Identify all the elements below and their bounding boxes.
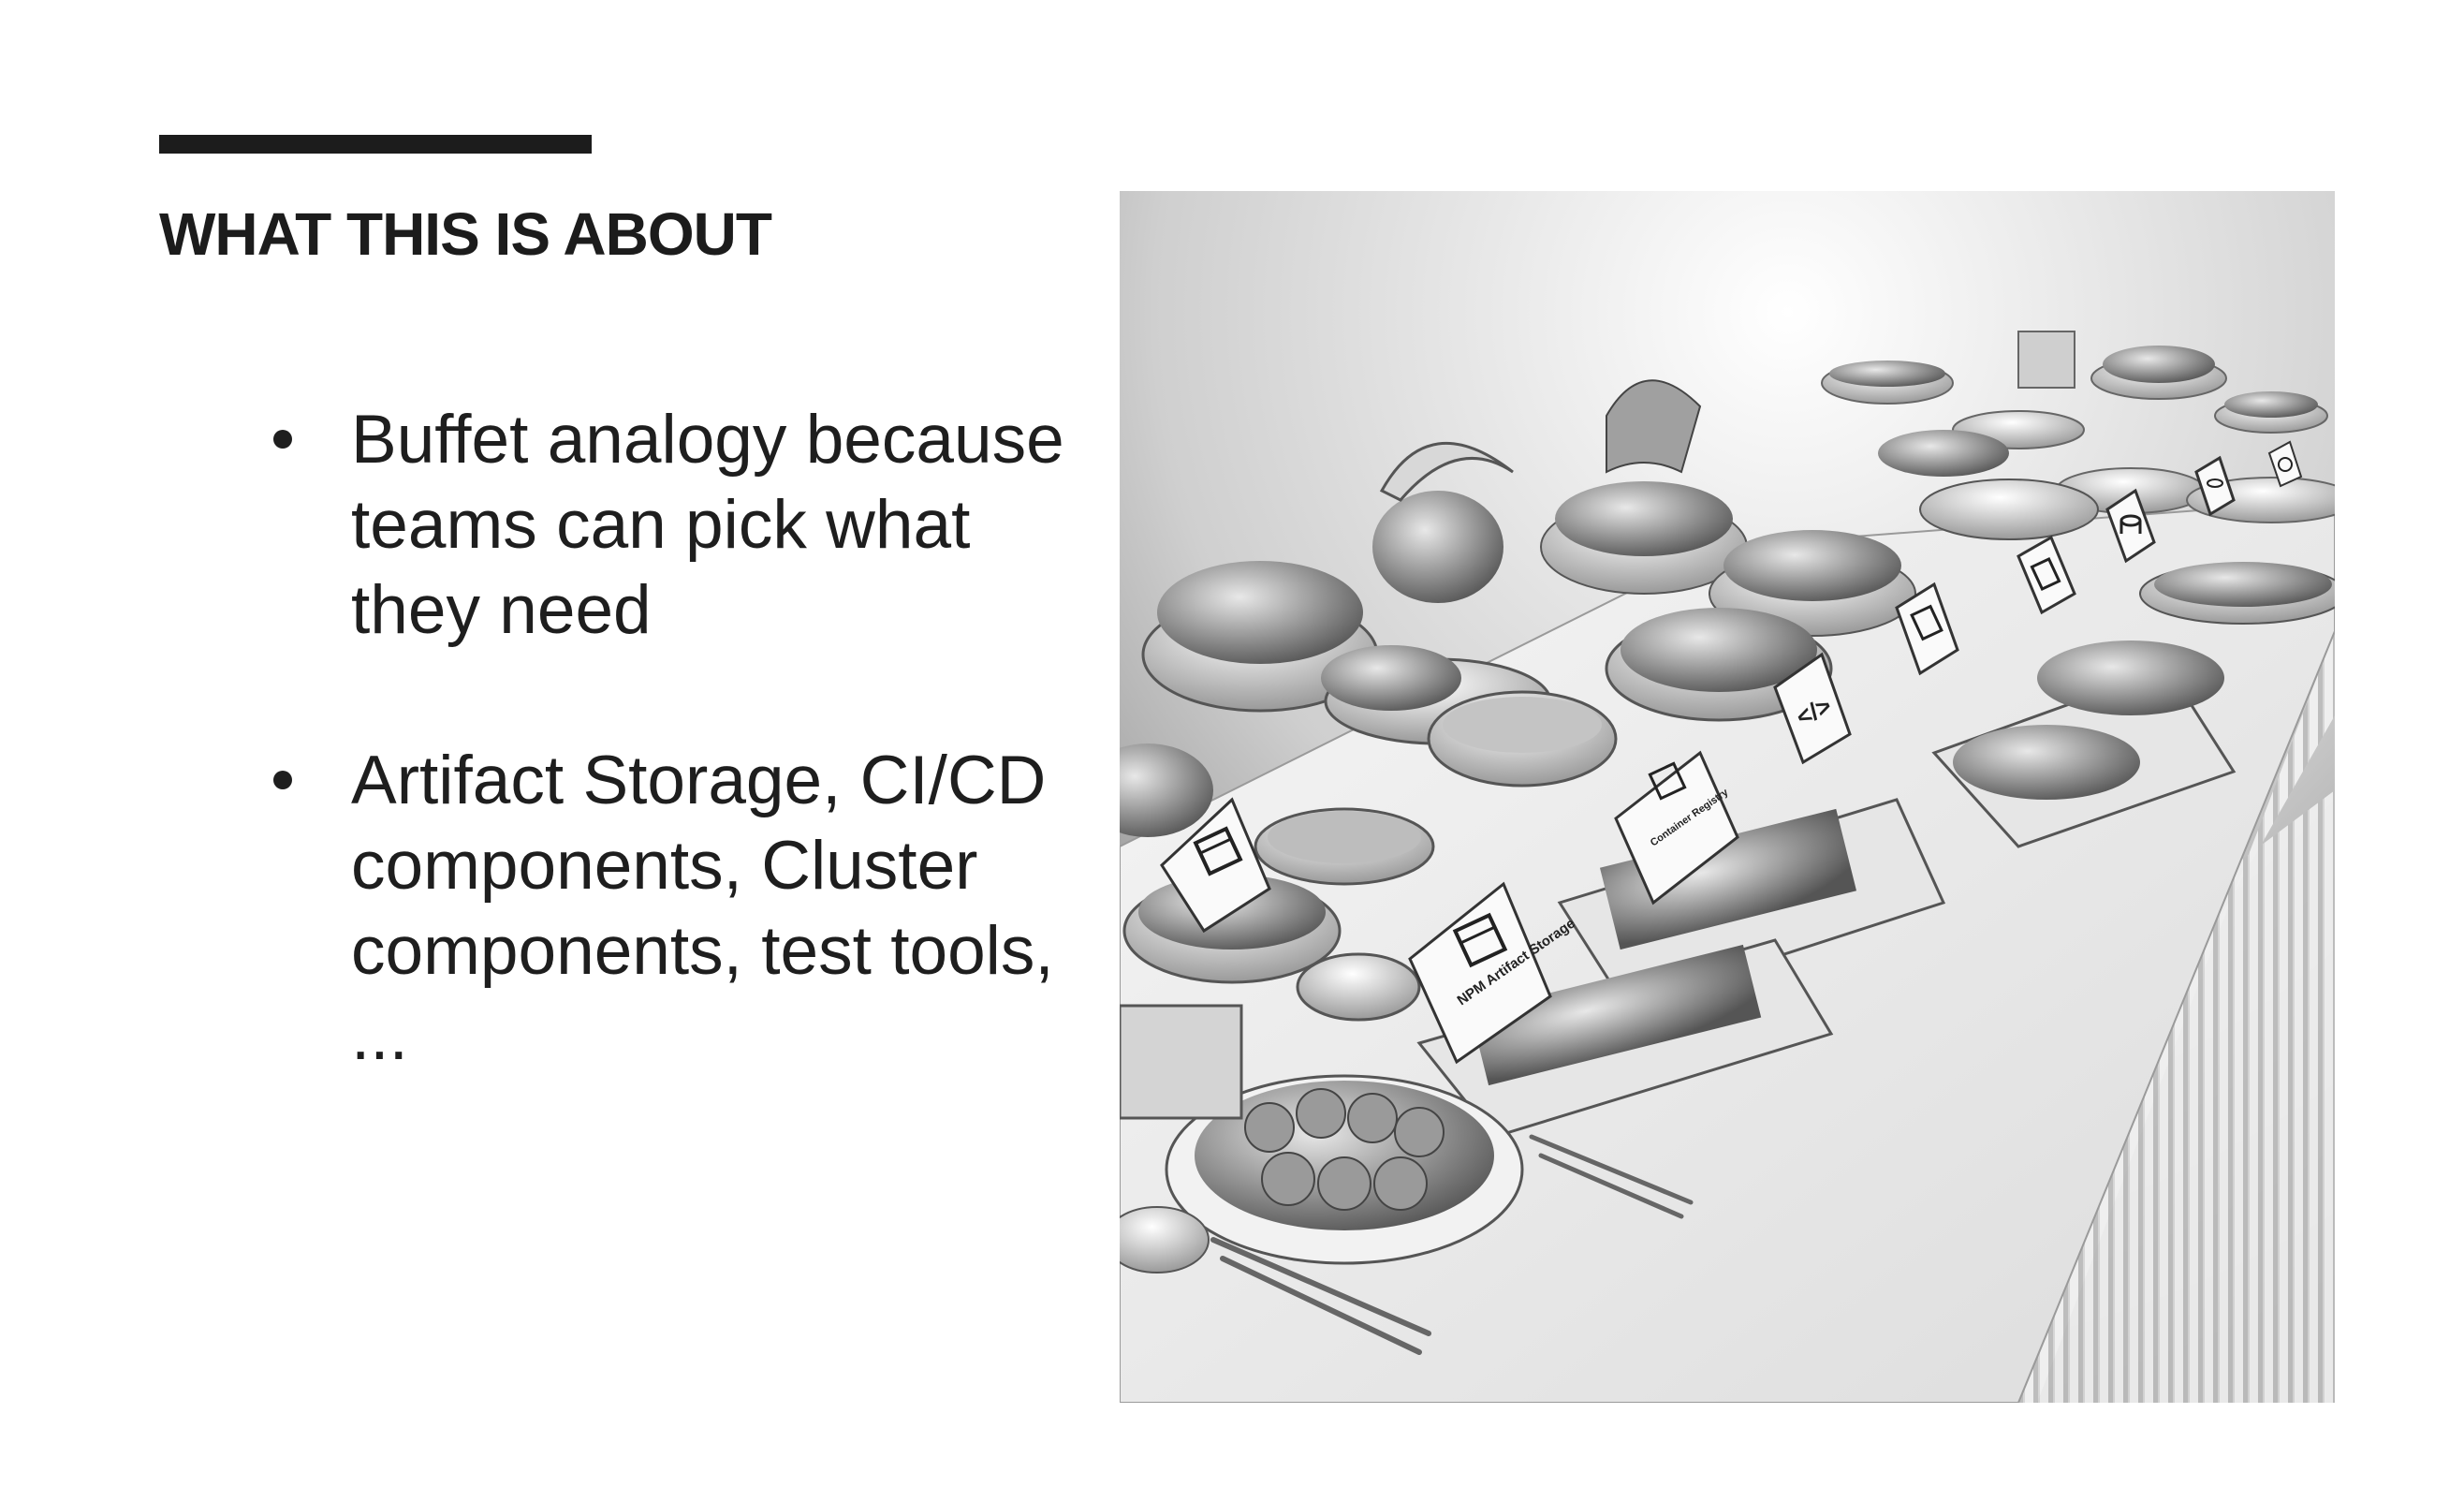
left-dishes [1120,561,1833,1022]
bullet-dot-icon [273,430,292,449]
package-icon [1648,761,1687,801]
sign-document [1895,582,1959,676]
document-icon [1910,604,1943,641]
sign-database [2105,488,2156,564]
fruit-display [1372,379,2099,637]
bullet-item: Artifact Storage, CI/CD components, Clus… [271,738,1067,1079]
sign-code: </> [1773,652,1852,765]
buffet-drawing: NPM Artifact Storage Container Registry … [1120,191,2335,1403]
title-accent-bar [159,135,592,154]
bullet-list: Buffet analogy because teams can pick wh… [271,397,1067,1164]
package-icon [1193,826,1243,876]
document-icon [2030,556,2061,592]
bullet-dot-icon [273,771,292,789]
table-skirt [1513,603,2335,1403]
bullet-text: Buffet analogy because teams can pick wh… [351,402,1064,648]
sign-package-left [1160,797,1271,934]
bullet-text: Artifact Storage, CI/CD components, Clus… [351,743,1054,1074]
database-icon [2207,478,2223,488]
pastry-plate [1120,1004,1694,1355]
refresh-icon [2278,457,2293,472]
dessert-trays [1416,562,2335,1139]
slide-title: WHAT THIS IS ABOUT [159,200,772,268]
buffet-illustration: NPM Artifact Storage Container Registry … [1120,191,2335,1403]
sign-document-2 [2017,535,2076,615]
bullet-item: Buffet analogy because teams can pick wh… [271,397,1067,653]
sign-refresh [2267,440,2303,488]
package-icon [1452,912,1508,968]
sign-database-2 [2194,455,2236,517]
sign-container-registry: Container Registry [1614,750,1739,905]
